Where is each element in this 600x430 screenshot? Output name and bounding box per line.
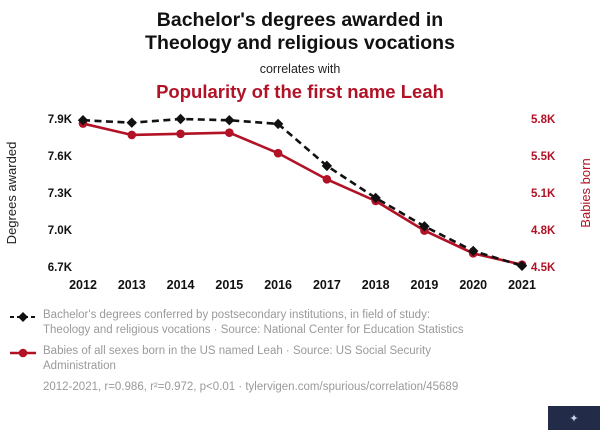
svg-text:2013: 2013 <box>118 278 146 292</box>
legend: Bachelor's degrees conferred by postseco… <box>10 308 600 374</box>
tylervigen-logo-glyph: ✦ <box>569 412 579 425</box>
svg-text:2017: 2017 <box>313 278 341 292</box>
legend-item-degrees-label: Bachelor's degrees conferred by postseco… <box>43 308 464 336</box>
svg-text:4.8K: 4.8K <box>531 225 556 237</box>
svg-text:7.9K: 7.9K <box>48 114 73 126</box>
legend-item-degrees: Bachelor's degrees conferred by postseco… <box>10 308 600 337</box>
page-title: Bachelor's degrees awarded in Theology a… <box>0 9 600 56</box>
correlates-with-label: correlates with <box>259 61 341 76</box>
plot-svg: 7.9K 7.6K 7.3K 7.0K 6.7K 5.8K 5.5K 5.1K 4.8K 4.5K… <box>4 113 593 292</box>
legend-item-leah-label: Babies of all sexes born in the US named… <box>43 345 432 372</box>
svg-text:2020: 2020 <box>459 278 487 292</box>
svg-text:2018: 2018 <box>362 278 390 292</box>
tylervigen-logo: ✦ <box>548 406 600 430</box>
chart-header: Bachelor's degrees awarded in Theology a… <box>0 0 600 103</box>
page-subtitle: Popularity of the first name Leah <box>156 80 444 102</box>
red-solid-circle-icon <box>10 348 36 358</box>
chart-area: 7.9K 7.6K 7.3K 7.0K 6.7K 5.8K 5.5K 5.1K 4.8K 4.5K… <box>0 107 600 300</box>
title-line-1: Bachelor's degrees awarded in <box>156 9 444 31</box>
svg-text:Babies born: Babies born <box>578 158 593 227</box>
svg-text:7.6K: 7.6K <box>48 151 73 163</box>
svg-text:6.7K: 6.7K <box>48 262 73 274</box>
svg-text:2019: 2019 <box>411 278 439 292</box>
svg-text:2021: 2021 <box>508 278 536 292</box>
svg-text:2014: 2014 <box>167 278 195 292</box>
stats-footer: 2012-2021, r=0.986, r²=0.972, p<0.01 · t… <box>43 380 459 393</box>
svg-text:5.5K: 5.5K <box>531 151 556 163</box>
svg-text:4.5K: 4.5K <box>531 262 556 274</box>
title-line-2: Theology and religious vocations <box>145 32 455 55</box>
svg-text:5.1K: 5.1K <box>531 188 556 200</box>
svg-text:7.3K: 7.3K <box>48 188 73 200</box>
svg-text:2016: 2016 <box>264 278 292 292</box>
black-dashed-diamond-icon <box>10 311 36 322</box>
legend-item-leah: Babies of all sexes born in the US named… <box>10 344 600 373</box>
svg-text:2015: 2015 <box>215 278 243 292</box>
svg-text:5.8K: 5.8K <box>531 114 556 126</box>
svg-text:7.0K: 7.0K <box>48 225 73 237</box>
svg-text:2012: 2012 <box>69 278 97 292</box>
svg-text:Degrees awarded: Degrees awarded <box>4 141 19 244</box>
